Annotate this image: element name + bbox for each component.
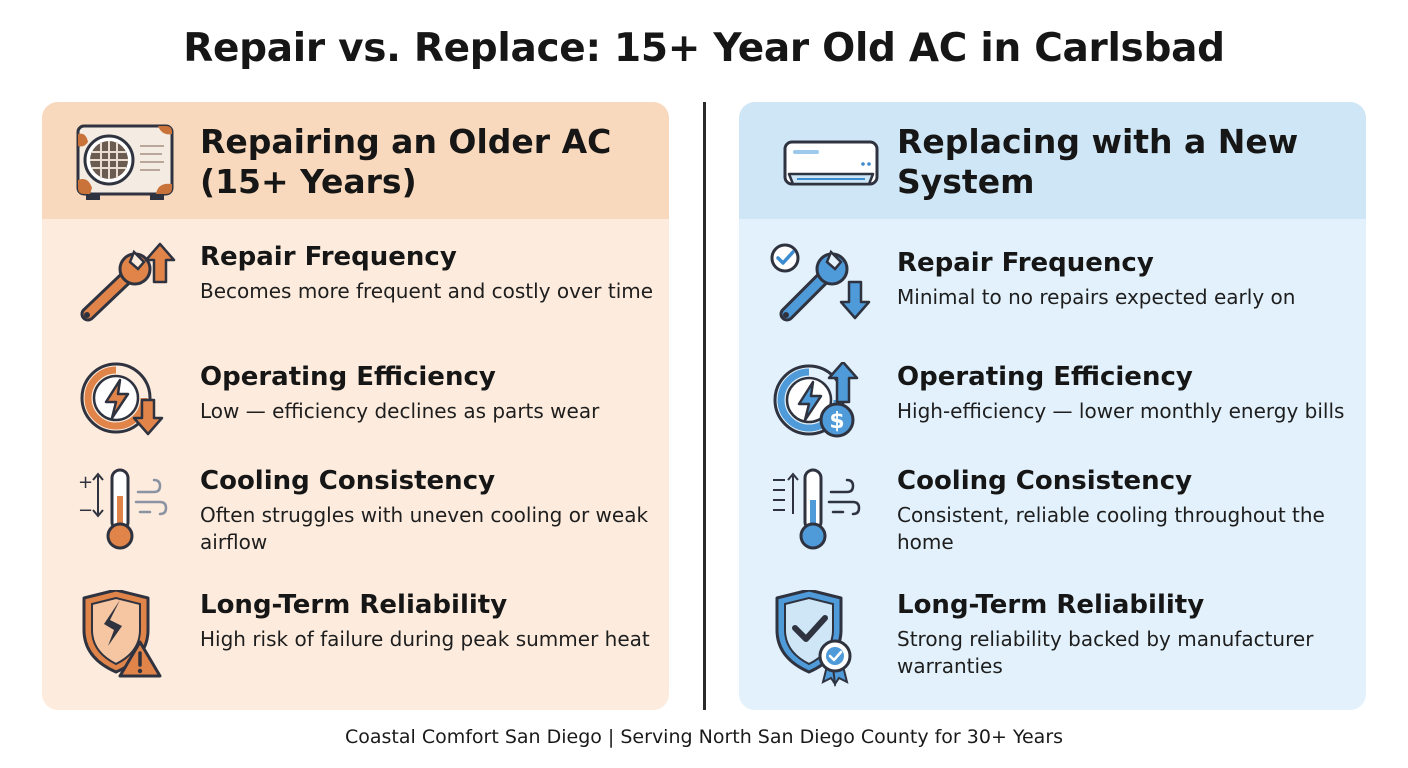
repair-row-frequency: Repair Frequency Becomes more frequent a…: [42, 242, 669, 352]
repair-panel: Repairing an Older AC (15+ Years) Repair…: [42, 102, 669, 710]
replace-panel: Replacing with a New System Repair Frequ…: [739, 102, 1366, 710]
repair-panel-header: Repairing an Older AC (15+ Years): [42, 102, 669, 219]
repair-efficiency-desc: Low — efficiency declines as parts wear: [200, 399, 600, 423]
replace-row-cooling: Cooling Consistency Consistent, reliable…: [739, 466, 1366, 576]
replace-efficiency-desc: High-efficiency — lower monthly energy b…: [897, 399, 1345, 423]
repair-cooling-desc: Often struggles with uneven cooling or w…: [200, 503, 649, 554]
repair-efficiency-heading: Operating Efficiency: [200, 362, 496, 392]
replace-frequency-heading: Repair Frequency: [897, 248, 1154, 278]
svg-text:−: −: [78, 500, 93, 521]
cracked-shield-warning-icon: [82, 590, 162, 678]
svg-text:+: +: [78, 472, 93, 493]
repair-frequency-desc: Becomes more frequent and costly over ti…: [200, 279, 654, 303]
lightning-arrow-down-icon: [80, 362, 164, 436]
repair-row-efficiency: Operating Efficiency Low — efficiency de…: [42, 362, 669, 472]
repair-row-cooling: + − Cooling Consistency Often struggles …: [42, 466, 669, 576]
replace-frequency-desc: Minimal to no repairs expected early on: [897, 285, 1296, 309]
thermometer-cool-icon: [773, 468, 861, 550]
replace-row-reliability: Long-Term Reliability Strong reliability…: [739, 590, 1366, 700]
replace-reliability-heading: Long-Term Reliability: [897, 590, 1205, 620]
repair-frequency-heading: Repair Frequency: [200, 242, 457, 272]
replace-cooling-heading: Cooling Consistency: [897, 466, 1193, 496]
replace-cooling-desc: Consistent, reliable cooling throughout …: [897, 503, 1325, 554]
wrench-arrow-up-icon: [80, 242, 176, 322]
page-title: Repair vs. Replace: 15+ Year Old AC in C…: [183, 26, 1225, 71]
replace-row-efficiency: $ Operating Efficiency High-efficiency —…: [739, 362, 1366, 472]
rusty-outdoor-ac-unit-icon: [76, 124, 174, 200]
lightning-dollar-arrow-up-icon: $: [773, 362, 859, 438]
repair-reliability-heading: Long-Term Reliability: [200, 590, 508, 620]
shield-check-badge-icon: [775, 590, 852, 687]
center-divider: [703, 102, 706, 710]
thermometer-warm-icon: + −: [78, 468, 168, 550]
replace-efficiency-heading: Operating Efficiency: [897, 362, 1193, 392]
replace-panel-header: Replacing with a New System: [739, 102, 1366, 219]
replace-reliability-desc: Strong reliability backed by manufacture…: [897, 627, 1314, 678]
repair-row-reliability: Long-Term Reliability High risk of failu…: [42, 590, 669, 700]
replace-panel-title: Replacing with a New System: [897, 122, 1299, 201]
svg-text:$: $: [829, 409, 844, 434]
repair-panel-title: Repairing an Older AC (15+ Years): [200, 122, 612, 201]
footer-tagline: Coastal Comfort San Diego | Serving Nort…: [344, 726, 1064, 748]
wrench-check-arrow-down-icon: [770, 243, 871, 322]
repair-reliability-desc: High risk of failure during peak summer …: [200, 627, 650, 651]
wall-mounted-ac-unit-icon: [783, 140, 879, 186]
replace-row-frequency: Repair Frequency Minimal to no repairs e…: [739, 242, 1366, 352]
repair-cooling-heading: Cooling Consistency: [200, 466, 496, 496]
